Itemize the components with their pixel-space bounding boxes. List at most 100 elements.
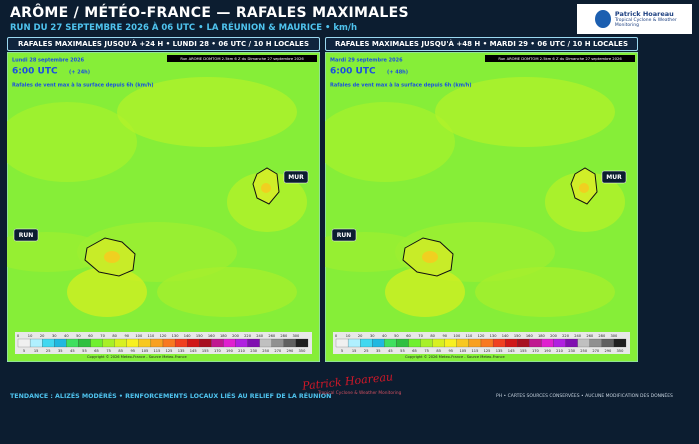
forecast-date: Lundi 28 septembre 2026 <box>12 58 85 64</box>
wind-patch <box>7 232 107 272</box>
colorbar-upper-label: 130 <box>490 334 498 338</box>
subtitle: RUN DU 27 SEPTEMBRE 2026 À 06 UTC • LA R… <box>10 23 358 33</box>
colorbar-lower-label: 155 <box>520 349 527 353</box>
colorbar-upper-label: 10 <box>28 334 33 338</box>
notice: PH • CARTES SOURCES CONSERVÉES • AUCUNE … <box>496 394 673 399</box>
location-box <box>601 170 627 184</box>
wind-patch <box>7 102 137 182</box>
panel-heading: RAFALES MAXIMALES JUSQU'À +24 H • LUNDI … <box>7 37 320 51</box>
colorbar-upper-label: 150 <box>196 334 204 338</box>
forecast-date: Mardi 29 septembre 2026 <box>330 58 403 64</box>
run-info: Run AROME DOMTOM 2.5km 6 Z du Dimanche 2… <box>498 57 622 61</box>
signature: Patrick Hoareau <box>301 370 394 393</box>
colorbar-upper-label: 20 <box>40 334 45 338</box>
location-label: MUR <box>288 174 304 181</box>
colorbar-swatch <box>468 338 482 348</box>
colorbar-upper-label: 40 <box>64 334 69 338</box>
copyright: Copyright © 2026 Meteo-France - Source M… <box>405 355 505 359</box>
colorbar-lower-label: 85 <box>118 349 123 353</box>
colorbar-lower-label: 270 <box>592 349 600 353</box>
colorbar-lower-label: 190 <box>226 349 234 353</box>
colorbar-lower-label: 145 <box>190 349 197 353</box>
colorbar-lower-label: 135 <box>178 349 185 353</box>
colorbar-swatch <box>613 338 627 348</box>
location-box <box>13 228 39 242</box>
colorbar-swatch <box>360 338 373 348</box>
colorbar-upper-label: 150 <box>514 334 522 338</box>
colorbar-lower-label: 210 <box>238 349 246 353</box>
forecast-lead: (+ 48h) <box>387 70 408 76</box>
colorbar-swatch <box>347 338 361 348</box>
colorbar-lower-label: 25 <box>46 349 51 353</box>
colorbar-swatch <box>42 338 55 348</box>
colorbar-swatch <box>66 338 79 348</box>
colorbar-lower-label: 35 <box>58 349 63 353</box>
colorbar-upper-label: 240 <box>574 334 582 338</box>
logo-name: Patrick Hoareau <box>614 10 674 18</box>
colorbar-upper-label: 130 <box>172 334 180 338</box>
colorbar-upper-label: 70 <box>100 334 105 338</box>
colorbar-swatch <box>90 338 103 348</box>
colorbar-swatch <box>589 338 602 348</box>
colorbar-upper-label: 30 <box>370 334 375 338</box>
colorbar-lower-label: 15 <box>352 349 357 353</box>
colorbar-upper-label: 10 <box>346 334 351 338</box>
map: Run AROME DOMTOM 2.5km 6 Z du Dimanche 2… <box>7 52 320 362</box>
colorbar-lower-label: 5 <box>23 349 25 353</box>
map: Run AROME DOMTOM 2.5km 6 Z du Dimanche 2… <box>325 52 638 362</box>
colorbar-swatch <box>102 338 115 348</box>
colorbar-swatch <box>162 338 176 348</box>
colorbar-swatch <box>505 338 518 348</box>
signature-tagline: Tropical Cyclone & Weather Monitoring <box>318 391 402 396</box>
colorbar-lower-label: 210 <box>556 349 564 353</box>
title: ARÔME / MÉTÉO-FRANCE — RAFALES MAXIMALES <box>10 5 409 21</box>
panel-heading: RAFALES MAXIMALES JUSQU'À +48 H • MARDI … <box>325 37 638 51</box>
trend: TENDANCE : ALIZÉS MODÉRÉS • RENFORCEMENT… <box>10 393 332 400</box>
colorbar-swatch <box>577 338 590 348</box>
colorbar-upper-label: 50 <box>76 334 81 338</box>
colorbar-swatch <box>529 338 542 348</box>
colorbar-swatch <box>138 338 152 348</box>
colorbar-upper-label: 300 <box>292 334 300 338</box>
logo-tagline: Tropical Cyclone & Weather Monitoring <box>614 18 677 28</box>
colorbar-lower-label: 125 <box>166 349 173 353</box>
colorbar-swatch <box>114 338 127 348</box>
reunion-peak <box>104 251 120 263</box>
wind-patch <box>385 267 465 317</box>
colorbar-swatch <box>174 338 188 348</box>
colorbar-lower-label: 170 <box>214 349 222 353</box>
location-label: RUN <box>337 232 352 239</box>
colorbar-upper-label: 140 <box>502 334 510 338</box>
colorbar-upper-label: 100 <box>453 334 461 338</box>
colorbar-swatch <box>517 338 530 348</box>
colorbar-lower-label: 25 <box>364 349 369 353</box>
colorbar-swatch <box>78 338 91 348</box>
colorbar-lower-label: 170 <box>532 349 540 353</box>
forecast-time: 6:00 UTC <box>12 67 58 77</box>
colorbar-swatch <box>396 338 409 348</box>
colorbar-lower-label: 55 <box>400 349 405 353</box>
colorbar-lower-label: 5 <box>341 349 343 353</box>
colorbar-upper-label: 90 <box>124 334 129 338</box>
colorbar-upper-label: 240 <box>256 334 264 338</box>
colorbar-swatch <box>17 338 31 348</box>
colorbar-upper-label: 80 <box>112 334 117 338</box>
run-info-box <box>167 55 317 62</box>
colorbar-upper-label: 200 <box>232 334 240 338</box>
run-info-box <box>485 55 635 62</box>
colorbar-upper-label: 260 <box>268 334 276 338</box>
run-info: Run AROME DOMTOM 2.5km 6 Z du Dimanche 2… <box>180 57 304 61</box>
colorbar-upper-label: 280 <box>280 334 288 338</box>
forecast-time: 6:00 UTC <box>330 67 376 77</box>
wind-patch <box>435 77 615 147</box>
logo: Patrick Hoareau Tropical Cyclone & Weathe… <box>577 4 692 34</box>
logo-icon <box>595 10 611 28</box>
mauritius-peak <box>579 183 589 193</box>
colorbar-swatch <box>553 338 566 348</box>
colorbar-upper-label: 100 <box>135 334 143 338</box>
colorbar-lower-label: 250 <box>580 349 588 353</box>
colorbar-lower-label: 290 <box>604 349 612 353</box>
reunion-peak <box>422 251 438 263</box>
wind-patch <box>325 102 455 182</box>
colorbar-lower-label: 75 <box>106 349 111 353</box>
